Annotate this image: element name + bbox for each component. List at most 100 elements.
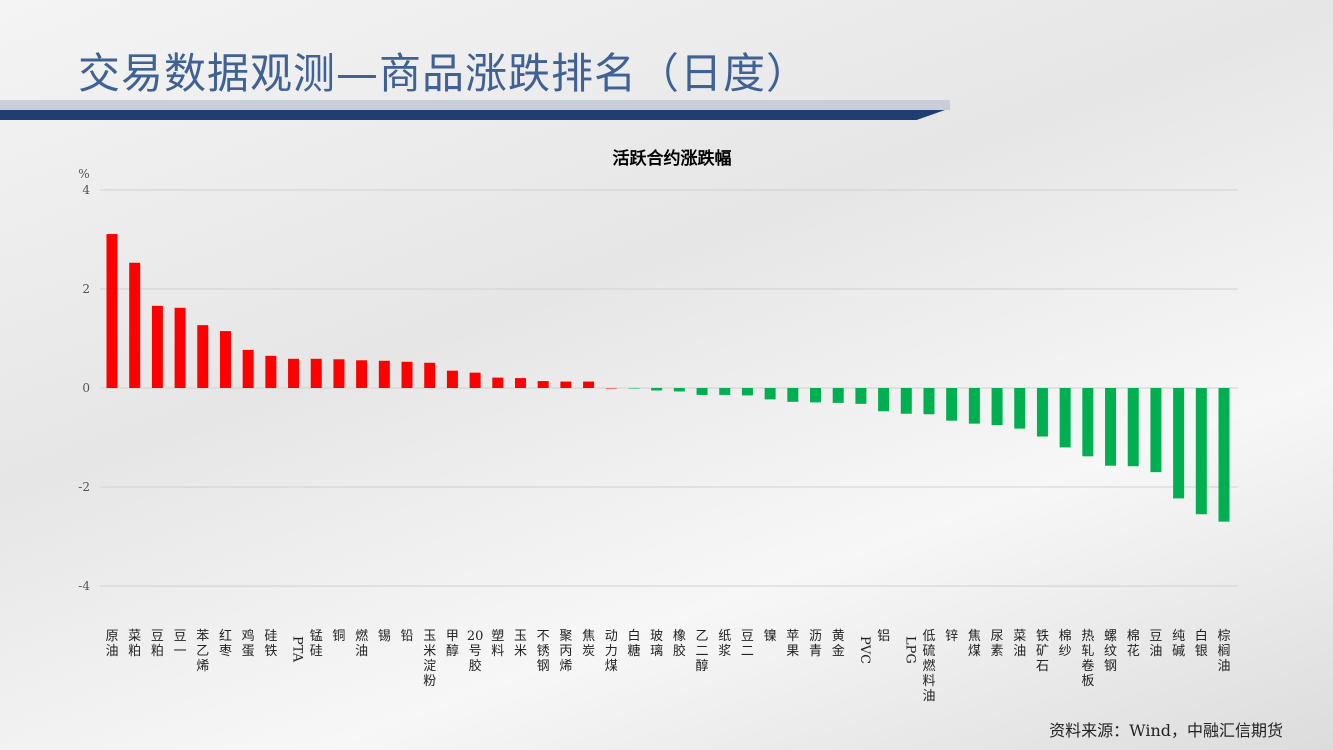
bar-豆油 [1150,388,1162,473]
x-tick-label: PVC [857,636,872,664]
bar-菜粕 [129,262,141,388]
x-tick-label: 橡胶 [673,629,686,659]
x-tick-label: 乙二醇 [696,629,709,674]
x-tick-label: 菜粕 [128,629,141,659]
bar-不锈钢 [537,381,549,388]
x-tick-label: 苹果 [786,629,799,659]
x-tick-label: 尿素 [991,629,1004,659]
bar-黄金 [832,388,844,403]
bar-锌 [946,388,958,421]
x-tick-label: 玉米 [514,629,527,659]
x-tick-label: 铁矿石 [1036,629,1049,674]
chart-title: 活跃合约涨跌幅 [613,148,732,169]
bar-玻璃 [651,388,663,391]
bar-原油 [106,234,118,388]
y-tick-label: 0 [82,381,90,395]
x-tick-label: 镍 [764,629,777,644]
x-tick-label: 菜油 [1013,629,1026,659]
bar-螺纹钢 [1105,388,1117,466]
y-tick-label: 2 [82,282,90,296]
x-tick-label: 纯碱 [1172,629,1185,659]
x-tick-label: 硅铁 [264,629,277,659]
bar-玉米淀粉 [424,362,436,388]
bar-硅铁 [265,355,277,388]
x-tick-label: 20 号胶 [467,629,484,674]
bar-豆一 [174,307,186,388]
x-tick-label: 不锈钢 [537,629,550,674]
x-tick-label: 低硫燃料油 [922,629,935,704]
bar-玉米 [514,378,526,388]
bar-LPG [900,388,912,414]
x-tick-label: 锰硅 [310,629,323,659]
x-tick-label: 螺纹钢 [1104,629,1117,674]
bar-苹果 [787,388,799,402]
bar-棕榈油 [1218,388,1230,522]
x-tick-label: 玉米淀粉 [423,629,436,689]
x-tick-label: 塑料 [491,629,504,659]
bar-鸡蛋 [242,349,254,388]
x-tick-label: 焦煤 [968,629,981,659]
header-bar [0,110,945,120]
x-tick-label: 玻璃 [650,629,663,659]
bar-镍 [764,388,776,400]
bar-燃油 [356,360,368,388]
x-tick-label: 黄金 [832,629,845,659]
bar-白银 [1195,388,1207,515]
bar-豆粕 [151,305,163,388]
y-tick-label: -4 [78,579,90,593]
x-tick-label: 白糖 [627,628,640,659]
x-tick-label: 棉花 [1127,629,1140,659]
bar-铁矿石 [1036,388,1048,437]
bar-热轧卷板 [1082,388,1094,457]
y-tick-label: -2 [78,480,90,494]
bar-红枣 [219,331,231,388]
x-tick-label: 热轧卷板 [1081,629,1094,689]
bar-锰硅 [310,358,322,388]
x-tick-label: 聚丙烯 [559,629,572,674]
x-tick-label: 豆二 [741,629,754,659]
x-tick-label: 铝 [877,629,890,644]
header-stripe [0,100,950,110]
bar-铜 [333,359,345,388]
x-tick-label: 棕榈油 [1217,629,1230,674]
page-title: 交易数据观测—商品涨跌排名（日度） [78,49,810,98]
x-tick-label: 白银 [1195,628,1208,659]
bar-纸浆 [719,388,731,395]
x-tick-label: 红枣 [219,628,232,659]
x-tick-label: 锡 [378,629,391,644]
x-tick-label: PTA [290,636,305,663]
x-tick-label: 鸡蛋 [242,628,255,659]
bar-动力煤 [605,388,617,389]
x-tick-label: 纸浆 [718,629,731,659]
x-tick-label: 豆油 [1149,629,1162,659]
bar-低硫燃料油 [923,388,935,415]
bar-菜油 [1014,388,1026,429]
bar-苯乙烯 [197,325,209,388]
bar-纯碱 [1173,388,1185,499]
bar-聚丙烯 [560,381,572,388]
x-tick-label: 豆一 [174,629,187,659]
bar-20号胶 [469,372,481,388]
bar-锡 [378,360,390,388]
bar-焦煤 [968,388,980,424]
bar-尿素 [991,388,1003,426]
bar-棉花 [1127,388,1139,467]
bar-PVC [855,388,867,404]
x-tick-label: 锌 [945,629,958,644]
x-tick-label: 棉纱 [1059,629,1072,659]
bar-铅 [401,361,413,388]
bar-甲醇 [446,370,458,388]
x-tick-label: 燃油 [355,628,368,659]
x-tick-label: 铜 [332,629,345,644]
y-tick-label: 4 [82,183,90,197]
x-tick-label: 豆粕 [151,629,164,659]
bar-棉纱 [1059,388,1071,448]
x-tick-label: 原油 [105,629,118,659]
bar-PTA [288,358,300,388]
x-tick-label: 沥青 [809,629,822,659]
bar-橡胶 [673,388,685,392]
x-tick-label: LPG [902,636,917,664]
bar-塑料 [492,377,504,388]
y-axis-label: % [78,167,89,181]
